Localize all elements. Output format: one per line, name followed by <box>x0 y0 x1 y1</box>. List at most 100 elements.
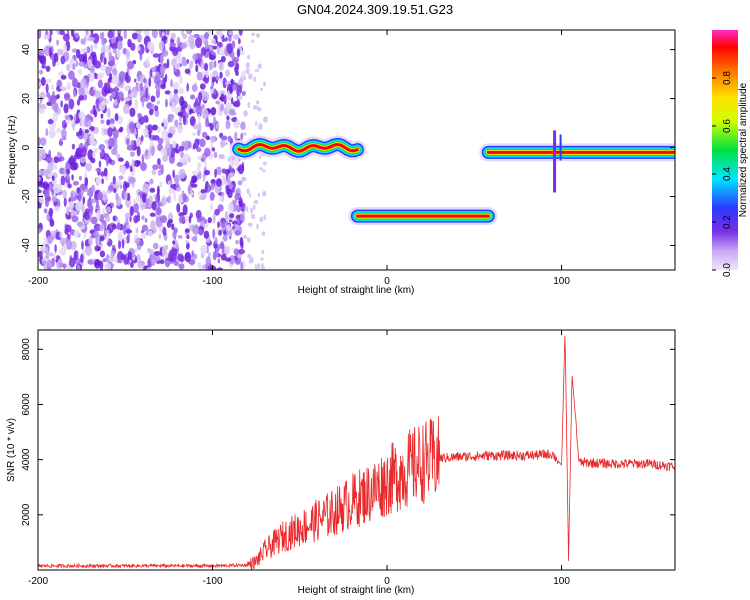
noise-speckle <box>228 30 234 36</box>
noise-speckle <box>137 262 145 269</box>
noise-speckle <box>105 229 110 236</box>
noise-speckle <box>167 132 173 139</box>
noise-speckle <box>220 221 226 228</box>
noise-speckle <box>178 145 185 152</box>
noise-speckle <box>83 132 88 142</box>
noise-speckle <box>109 95 113 102</box>
noise-speckle <box>72 122 75 131</box>
noise-speckle <box>203 218 207 224</box>
noise-speckle <box>153 255 161 262</box>
noise-speckle <box>195 64 199 73</box>
noise-speckle <box>128 90 131 95</box>
noise-speckle <box>247 222 253 227</box>
noise-speckle <box>38 49 46 56</box>
noise-speckle <box>242 132 247 136</box>
noise-speckle <box>210 107 217 116</box>
noise-speckle <box>59 138 63 147</box>
noise-speckle <box>172 81 180 90</box>
noise-speckle <box>63 197 67 207</box>
noise-speckle <box>125 137 130 146</box>
noise-speckle <box>178 212 185 217</box>
noise-speckle <box>89 89 96 96</box>
noise-speckle <box>209 46 213 51</box>
noise-speckle <box>229 155 233 163</box>
noise-speckle <box>114 86 119 94</box>
noise-speckle <box>38 176 41 182</box>
noise-speckle <box>177 196 184 204</box>
noise-speckle <box>177 234 183 239</box>
colorbar-tick-label: 0.0 <box>722 263 733 277</box>
noise-speckle <box>116 180 123 186</box>
noise-speckle <box>178 215 185 224</box>
noise-speckle <box>112 68 118 76</box>
x-tick-label: -200 <box>28 576 48 587</box>
noise-speckle <box>227 60 235 68</box>
noise-speckle <box>115 225 122 230</box>
noise-speckle <box>123 224 126 236</box>
noise-speckle <box>237 38 241 45</box>
noise-speckle <box>79 183 87 190</box>
noise-speckle <box>162 49 169 57</box>
noise-speckle <box>152 169 156 176</box>
noise-speckle <box>105 65 111 77</box>
noise-speckle <box>91 184 96 193</box>
noise-speckle <box>160 164 164 175</box>
noise-speckle <box>178 263 185 270</box>
noise-speckle <box>80 38 85 45</box>
noise-speckle <box>210 203 213 211</box>
noise-speckle <box>45 65 51 72</box>
noise-speckle <box>229 254 236 265</box>
noise-speckle <box>51 84 55 91</box>
noise-speckle <box>56 127 62 134</box>
noise-speckle <box>72 63 76 71</box>
noise-speckle <box>191 83 198 93</box>
noise-speckle <box>209 185 212 192</box>
noise-speckle <box>157 137 164 144</box>
noise-speckle <box>96 199 99 209</box>
noise-speckle <box>88 129 92 135</box>
noise-speckle <box>140 203 147 209</box>
noise-speckle <box>41 260 47 266</box>
noise-speckle <box>79 156 87 164</box>
noise-speckle <box>204 62 209 71</box>
noise-speckle <box>128 176 136 184</box>
noise-speckle <box>200 244 208 255</box>
noise-speckle <box>68 200 75 210</box>
noise-speckle <box>170 183 176 189</box>
noise-speckle <box>38 150 43 161</box>
noise-speckle <box>143 30 148 37</box>
noise-speckle <box>115 153 121 159</box>
noise-speckle <box>184 228 190 233</box>
noise-speckle <box>56 39 59 46</box>
noise-speckle <box>250 207 254 214</box>
noise-speckle <box>87 120 92 128</box>
noise-speckle <box>167 114 175 119</box>
noise-speckle <box>169 91 173 102</box>
noise-speckle <box>251 213 256 220</box>
noise-speckle <box>113 99 118 106</box>
noise-speckle <box>261 190 267 197</box>
noise-speckle <box>195 209 202 220</box>
noise-speckle <box>151 30 158 39</box>
noise-speckle <box>251 39 255 43</box>
noise-speckle <box>135 30 143 34</box>
noise-speckle <box>152 134 160 141</box>
noise-speckle <box>241 70 246 79</box>
noise-speckle <box>172 93 177 100</box>
noise-speckle <box>256 223 259 230</box>
noise-speckle <box>70 30 75 37</box>
noise-speckle <box>43 51 51 56</box>
noise-speckle <box>56 151 61 157</box>
noise-speckle <box>219 30 224 38</box>
noise-speckle <box>100 119 105 125</box>
noise-speckle <box>178 87 185 94</box>
noise-speckle <box>84 212 90 221</box>
noise-speckle <box>194 138 200 149</box>
noise-speckle <box>248 192 251 198</box>
noise-speckle <box>90 157 96 164</box>
noise-speckle <box>112 175 116 185</box>
noise-speckle <box>73 89 77 98</box>
noise-speckle <box>253 200 259 205</box>
noise-speckle <box>211 76 217 83</box>
